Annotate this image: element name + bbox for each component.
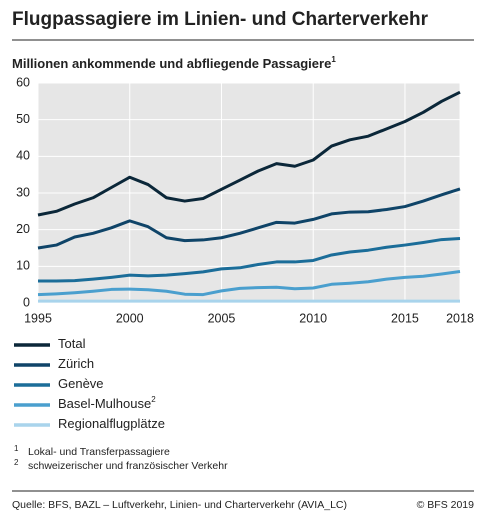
y-tick-label: 30 bbox=[16, 185, 30, 199]
footnote-text: schweizerischer und französischer Verkeh… bbox=[28, 460, 228, 472]
x-tick-label: 2005 bbox=[208, 311, 236, 325]
y-tick-label: 0 bbox=[23, 295, 30, 309]
subtitle-text: Millionen ankommende und abfliegende Pas… bbox=[12, 56, 331, 71]
legend-entry: Total bbox=[58, 336, 86, 351]
data-line bbox=[38, 236, 461, 283]
legend-entry: Zürich bbox=[58, 356, 94, 371]
y-tick-label: 20 bbox=[16, 222, 30, 236]
chart-title: Flugpassagiere im Linien- und Charterver… bbox=[12, 9, 429, 30]
legend-entry: Regionalflugplätze bbox=[58, 416, 165, 431]
subtitle: Millionen ankommende und abfliegende Pas… bbox=[12, 55, 336, 71]
legend-label: Basel-Mulhouse bbox=[58, 396, 151, 411]
subtitle-note: 1 bbox=[331, 55, 336, 64]
footnote-mark: 2 bbox=[14, 458, 19, 467]
copyright: © BFS 2019 bbox=[417, 499, 475, 511]
legend-entry: Basel-Mulhouse2 bbox=[58, 395, 156, 411]
footnote-mark: 1 bbox=[14, 444, 19, 453]
source: Quelle: BFS, BAZL – Luftverkehr, Linien-… bbox=[12, 499, 347, 511]
legend-label: Total bbox=[58, 336, 86, 351]
x-tick-label: 1995 bbox=[24, 311, 52, 325]
x-tick-label: 2010 bbox=[299, 311, 327, 325]
y-tick-label: 10 bbox=[16, 259, 30, 273]
legend-note: 2 bbox=[151, 395, 156, 404]
legend-label: Genève bbox=[58, 376, 104, 391]
y-tick-label: 60 bbox=[16, 75, 30, 89]
legend-entry: Genève bbox=[58, 376, 104, 391]
legend-label: Regionalflugplätze bbox=[58, 416, 165, 431]
data-line bbox=[37, 187, 461, 250]
y-tick-label: 50 bbox=[16, 112, 30, 126]
footnote-text: Lokal- und Transferpassagiere bbox=[28, 446, 170, 458]
x-tick-label: 2018 bbox=[446, 311, 474, 325]
x-tick-label: 2015 bbox=[391, 311, 419, 325]
data-line bbox=[37, 269, 461, 297]
y-tick-label: 40 bbox=[16, 149, 30, 163]
legend-label: Zürich bbox=[58, 356, 94, 371]
x-tick-label: 2000 bbox=[116, 311, 144, 325]
data-line bbox=[37, 90, 461, 217]
